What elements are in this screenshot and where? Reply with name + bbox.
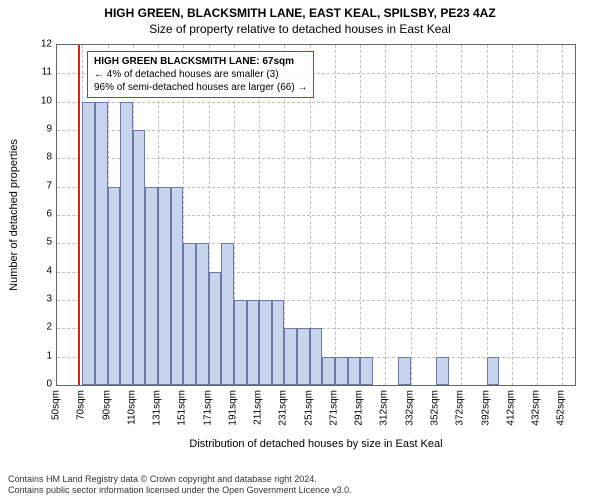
- x-tick-label: 372sqm: [455, 390, 466, 426]
- grid-line-v: [461, 45, 462, 385]
- x-tick-label: 432sqm: [531, 390, 542, 426]
- chart-title: HIGH GREEN, BLACKSMITH LANE, EAST KEAL, …: [0, 0, 600, 20]
- y-tick-label: 5: [32, 237, 52, 248]
- x-tick-label: 291sqm: [354, 390, 365, 426]
- x-tick-label: 110sqm: [126, 390, 137, 425]
- histogram-bar: [221, 243, 234, 385]
- histogram-bar: [183, 243, 196, 385]
- x-tick-label: 90sqm: [101, 390, 112, 420]
- x-tick-label: 50sqm: [51, 390, 62, 420]
- chart-container: HIGH GREEN, BLACKSMITH LANE, EAST KEAL, …: [0, 0, 600, 500]
- histogram-bar: [95, 102, 108, 385]
- y-tick-label: 1: [32, 350, 52, 361]
- grid-line-v: [436, 45, 437, 385]
- x-tick-label: 70sqm: [76, 390, 87, 420]
- x-tick-label: 392sqm: [480, 390, 491, 426]
- histogram-bar: [322, 357, 335, 385]
- x-tick-label: 332sqm: [404, 390, 415, 426]
- histogram-bar: [272, 300, 285, 385]
- histogram-bar: [297, 328, 310, 385]
- grid-line-v: [512, 45, 513, 385]
- y-tick-label: 4: [32, 265, 52, 276]
- y-tick-label: 12: [32, 39, 52, 50]
- histogram-bar: [196, 243, 209, 385]
- histogram-bar: [145, 187, 158, 385]
- x-tick-label: 251sqm: [303, 390, 314, 426]
- x-tick-label: 352sqm: [430, 390, 441, 426]
- grid-line-v: [335, 45, 336, 385]
- y-axis-label: Number of detached properties: [8, 139, 20, 291]
- annotation-box: HIGH GREEN BLACKSMITH LANE: 67sqm← 4% of…: [87, 51, 314, 98]
- grid-line-v: [487, 45, 488, 385]
- y-tick-label: 3: [32, 294, 52, 305]
- x-tick-label: 312sqm: [379, 390, 390, 426]
- footer-line-2: Contains public sector information licen…: [8, 485, 352, 496]
- histogram-bar: [284, 328, 297, 385]
- y-tick-label: 0: [32, 379, 52, 390]
- chart-subtitle: Size of property relative to detached ho…: [0, 20, 600, 36]
- histogram-bar: [487, 357, 500, 385]
- y-tick-label: 6: [32, 209, 52, 220]
- histogram-bar: [158, 187, 171, 385]
- x-tick-label: 452sqm: [556, 390, 567, 426]
- histogram-bar: [348, 357, 361, 385]
- grid-line-v: [411, 45, 412, 385]
- grid-line-h: [57, 102, 575, 103]
- x-tick-label: 412sqm: [505, 390, 516, 426]
- grid-line-v: [562, 45, 563, 385]
- plot-area: HIGH GREEN BLACKSMITH LANE: 67sqm← 4% of…: [56, 44, 576, 386]
- x-axis-label: Distribution of detached houses by size …: [56, 438, 576, 450]
- histogram-bar: [82, 102, 95, 385]
- annotation-line: ← 4% of detached houses are smaller (3): [94, 68, 307, 81]
- histogram-bar: [209, 272, 222, 385]
- annotation-title: HIGH GREEN BLACKSMITH LANE: 67sqm: [94, 55, 307, 68]
- histogram-bar: [247, 300, 260, 385]
- grid-line-v: [385, 45, 386, 385]
- y-tick-label: 2: [32, 322, 52, 333]
- marker-line: [78, 45, 80, 385]
- y-tick-label: 10: [32, 95, 52, 106]
- grid-line-v: [360, 45, 361, 385]
- histogram-bar: [335, 357, 348, 385]
- x-tick-label: 171sqm: [202, 390, 213, 426]
- footer-line-1: Contains HM Land Registry data © Crown c…: [8, 474, 352, 485]
- footer-attribution: Contains HM Land Registry data © Crown c…: [8, 474, 352, 496]
- histogram-bar: [108, 187, 121, 385]
- histogram-bar: [398, 357, 411, 385]
- x-tick-label: 211sqm: [253, 390, 264, 425]
- annotation-line: 96% of semi-detached houses are larger (…: [94, 81, 307, 94]
- y-tick-label: 9: [32, 124, 52, 135]
- histogram-bar: [310, 328, 323, 385]
- histogram-bar: [234, 300, 247, 385]
- x-tick-label: 271sqm: [328, 390, 339, 426]
- y-tick-label: 8: [32, 152, 52, 163]
- histogram-bar: [259, 300, 272, 385]
- y-tick-label: 7: [32, 180, 52, 191]
- grid-line-v: [537, 45, 538, 385]
- x-tick-label: 151sqm: [177, 390, 188, 426]
- histogram-bar: [171, 187, 184, 385]
- histogram-bar: [436, 357, 449, 385]
- x-tick-label: 131sqm: [152, 390, 163, 426]
- histogram-bar: [133, 130, 146, 385]
- histogram-bar: [360, 357, 373, 385]
- x-tick-label: 191sqm: [227, 390, 238, 426]
- x-tick-label: 231sqm: [278, 390, 289, 426]
- y-tick-label: 11: [32, 67, 52, 78]
- histogram-bar: [120, 102, 133, 385]
